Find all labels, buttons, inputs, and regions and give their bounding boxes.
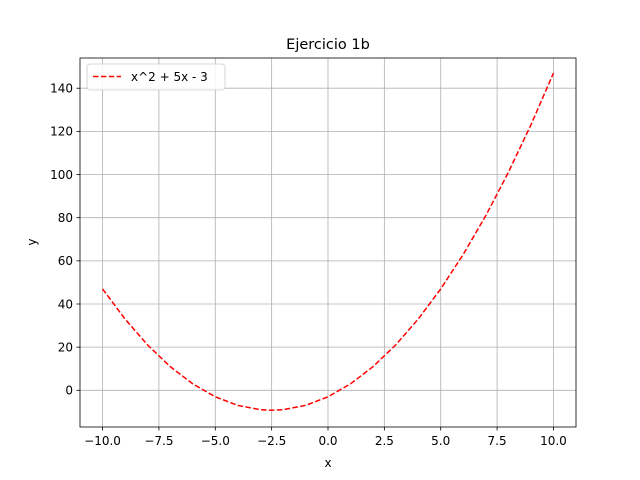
series-line [101,72,555,412]
x-tick-label: 0.0 [318,434,337,448]
axes-frame [79,57,577,428]
legend: x^2 + 5x - 3 [86,63,226,91]
plot-area [101,72,555,412]
legend-label: x^2 + 5x - 3 [131,70,208,84]
y-tick-label: 40 [58,297,73,311]
x-tick-label: −5.0 [201,434,230,448]
y-tick-label: 20 [58,340,73,354]
legend-box [86,63,226,91]
x-tick-label: 5.0 [431,434,450,448]
x-tick-label: −10.0 [84,434,121,448]
x-tick-label: −7.5 [144,434,173,448]
x-tick-label: 10.0 [540,434,567,448]
y-tick-label: 100 [50,168,73,182]
y-axis-label: y [25,238,39,245]
x-tick-label: 7.5 [488,434,507,448]
y-tick-label: 60 [58,254,73,268]
y-tick-label: 80 [58,211,73,225]
x-tick-label: 2.5 [375,434,394,448]
grid [80,58,576,427]
y-tick-label: 120 [50,125,73,139]
axes: −10.0 −7.5 −5.0 −2.5 0.0 2.5 5.0 7.5 10.0 0 20 40 60… [50,57,577,448]
x-axis-label: x [324,456,331,470]
y-tick-label: 0 [65,384,73,398]
chart-title: Ejercicio 1b [286,37,370,53]
y-tick-label: 140 [50,82,73,96]
x-tick-label: −2.5 [257,434,286,448]
